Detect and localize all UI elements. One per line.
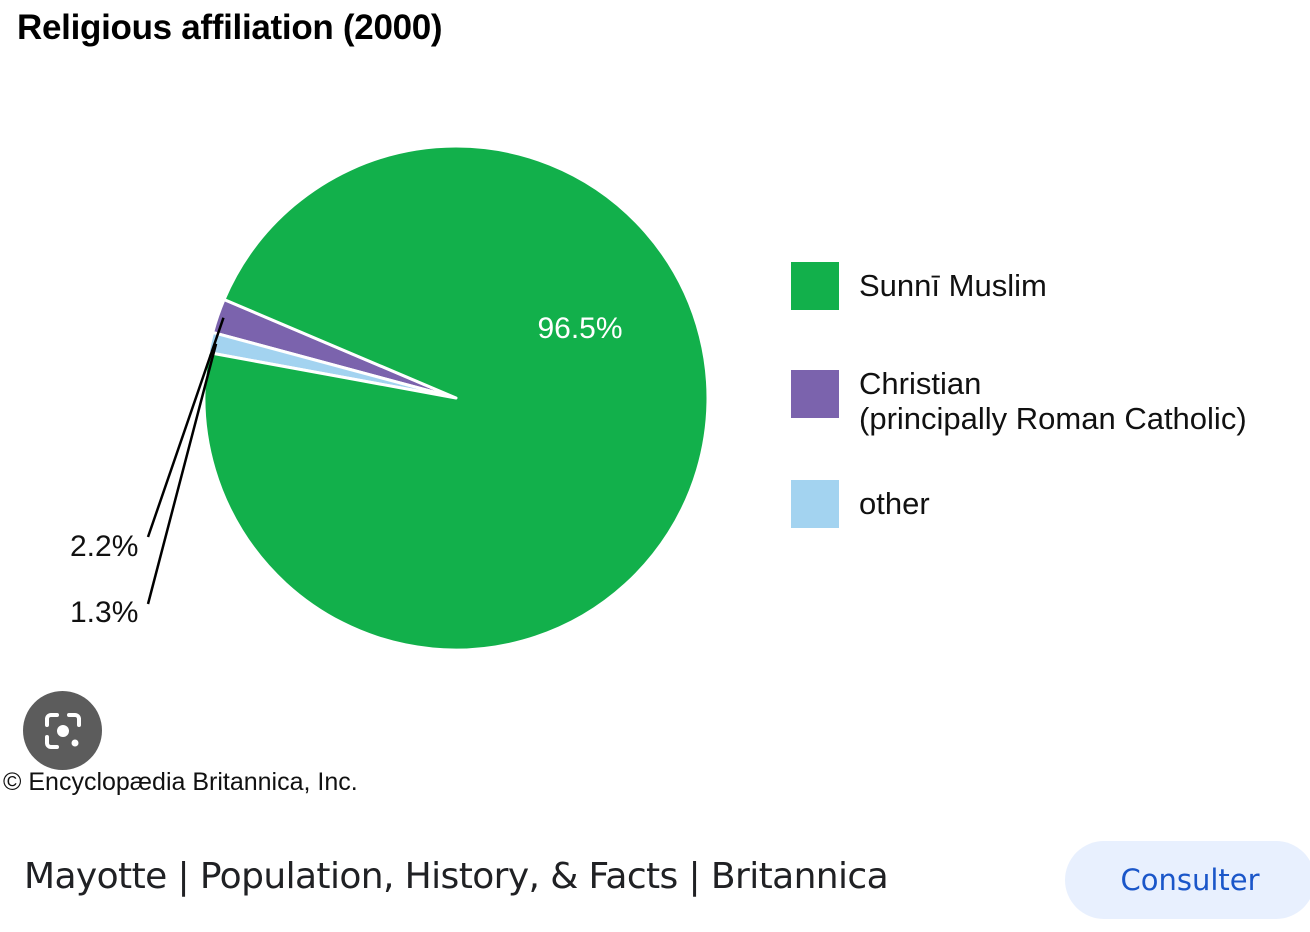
leader-line-christian <box>146 317 225 538</box>
legend-label-other: other <box>859 486 930 521</box>
chart-title: Religious affiliation (2000) <box>17 8 443 47</box>
leader-line-other <box>146 343 218 605</box>
legend-label-sunni-muslim: Sunnī Muslim <box>859 268 1047 303</box>
google-lens-button[interactable] <box>23 691 102 770</box>
consult-button[interactable]: Consulter <box>1065 841 1310 919</box>
legend-label-christian: Christian (principally Roman Catholic) <box>859 366 1247 436</box>
slice-value-label-sunni-muslim: 96.5% <box>537 312 622 345</box>
slice-value-label-christian: 2.2% <box>70 530 138 563</box>
legend-swatch-other <box>791 480 839 528</box>
legend-swatch-sunni-muslim <box>791 262 839 310</box>
legend-label-christian-line2: (principally Roman Catholic) <box>859 401 1247 436</box>
slice-value-label-other: 1.3% <box>70 596 138 629</box>
legend-label-christian-line1: Christian <box>859 366 982 401</box>
copyright-text: © Encyclopædia Britannica, Inc. <box>3 768 358 796</box>
result-caption-link[interactable]: Mayotte | Population, History, & Facts |… <box>24 856 889 897</box>
pie-slice-sunn-muslim <box>202 144 710 652</box>
legend-swatch-christian <box>791 370 839 418</box>
pie-chart: 96.5% 2.2% 1.3% <box>70 144 710 652</box>
google-lens-icon <box>44 712 81 749</box>
